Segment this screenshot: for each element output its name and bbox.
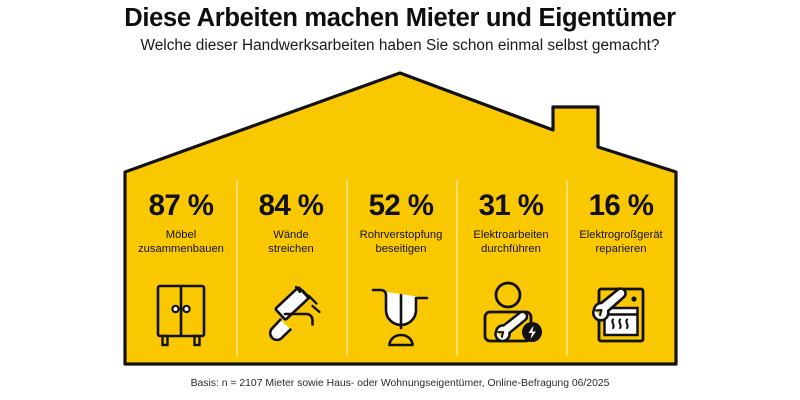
stat-label: Möbel zusammenbauen bbox=[138, 228, 224, 255]
paint-roller-icon bbox=[254, 278, 328, 352]
house-outline-polygon bbox=[123, 71, 678, 366]
stat-percent: 87 % bbox=[148, 189, 214, 222]
stat-label: Rohrverstopfung beseitigen bbox=[359, 228, 443, 255]
stat-label: Elektroarbeiten durchführen bbox=[473, 228, 549, 255]
stat-columns: 87 % Möbel zusammenbauen 84 % Wände stre… bbox=[126, 178, 676, 364]
stat-column-elektrogrossgeraet-reparieren: 16 % Elektrogroßgerät reparieren bbox=[566, 178, 676, 364]
electrician-person-wrench-bolt-icon bbox=[474, 278, 548, 352]
stat-percent: 31 % bbox=[478, 189, 544, 222]
drain-siphon-plunger-icon bbox=[364, 278, 438, 352]
footer-basis-note: Basis: n = 2107 Mieter sowie Haus- oder … bbox=[190, 378, 610, 389]
page-title: Diese Arbeiten machen Mieter und Eigentü… bbox=[124, 4, 676, 32]
stat-percent: 16 % bbox=[588, 189, 654, 222]
stat-percent: 52 % bbox=[368, 189, 434, 222]
stat-label: Elektrogroßgerät reparieren bbox=[579, 228, 663, 255]
wardrobe-icon bbox=[144, 278, 218, 352]
stat-column-waende-streichen: 84 % Wände streichen bbox=[236, 178, 346, 364]
stat-column-moebel-zusammenbauen: 87 % Möbel zusammenbauen bbox=[126, 178, 236, 364]
oven-appliance-wrench-icon bbox=[584, 278, 658, 352]
stat-column-rohrverstopfung-beseitigen: 52 % Rohrverstopfung beseitigen bbox=[346, 178, 456, 364]
stat-percent: 84 % bbox=[258, 189, 324, 222]
page-subtitle: Welche dieser Handwerksarbeiten haben Si… bbox=[140, 37, 660, 54]
stat-column-elektroarbeiten-durchfuehren: 31 % Elektroarbeiten durchführen bbox=[456, 178, 566, 364]
stat-label: Wände streichen bbox=[268, 228, 314, 255]
